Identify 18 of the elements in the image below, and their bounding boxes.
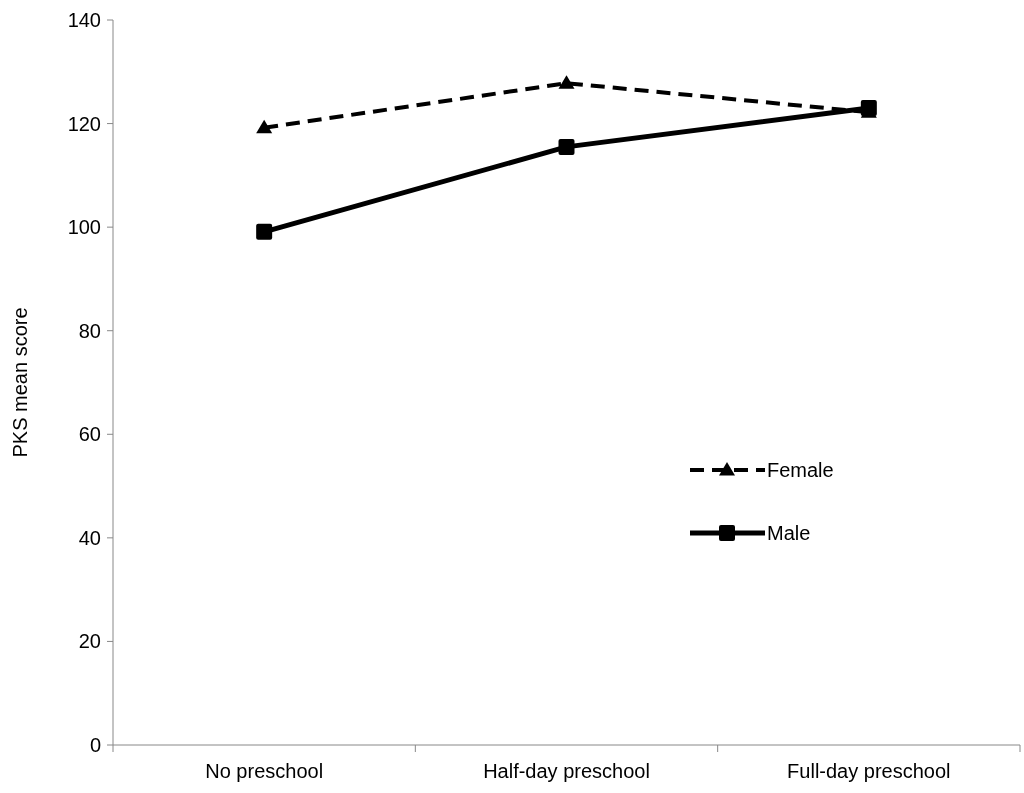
- x-tick-label: No preschool: [205, 760, 324, 782]
- legend-label: Female: [767, 459, 834, 481]
- y-tick-label: 100: [67, 216, 101, 239]
- y-tick-label: 20: [78, 630, 101, 653]
- y-tick-label: 0: [89, 734, 101, 756]
- point: [256, 119, 273, 134]
- point: [558, 138, 575, 155]
- point: [256, 223, 273, 240]
- x-tick-label: Full-day preschool: [787, 760, 951, 782]
- x-tick-label: Half-day preschool: [483, 760, 650, 782]
- y-tick-label: 140: [67, 9, 101, 31]
- point: [558, 75, 575, 89]
- y-tick-label: 60: [78, 423, 101, 446]
- y-tick-label: 40: [78, 526, 101, 549]
- legend-label: Male: [767, 522, 811, 544]
- y-tick-label: 80: [78, 319, 101, 342]
- y-tick-label: 120: [67, 112, 101, 135]
- y-axis-title: PKS mean score: [9, 307, 31, 458]
